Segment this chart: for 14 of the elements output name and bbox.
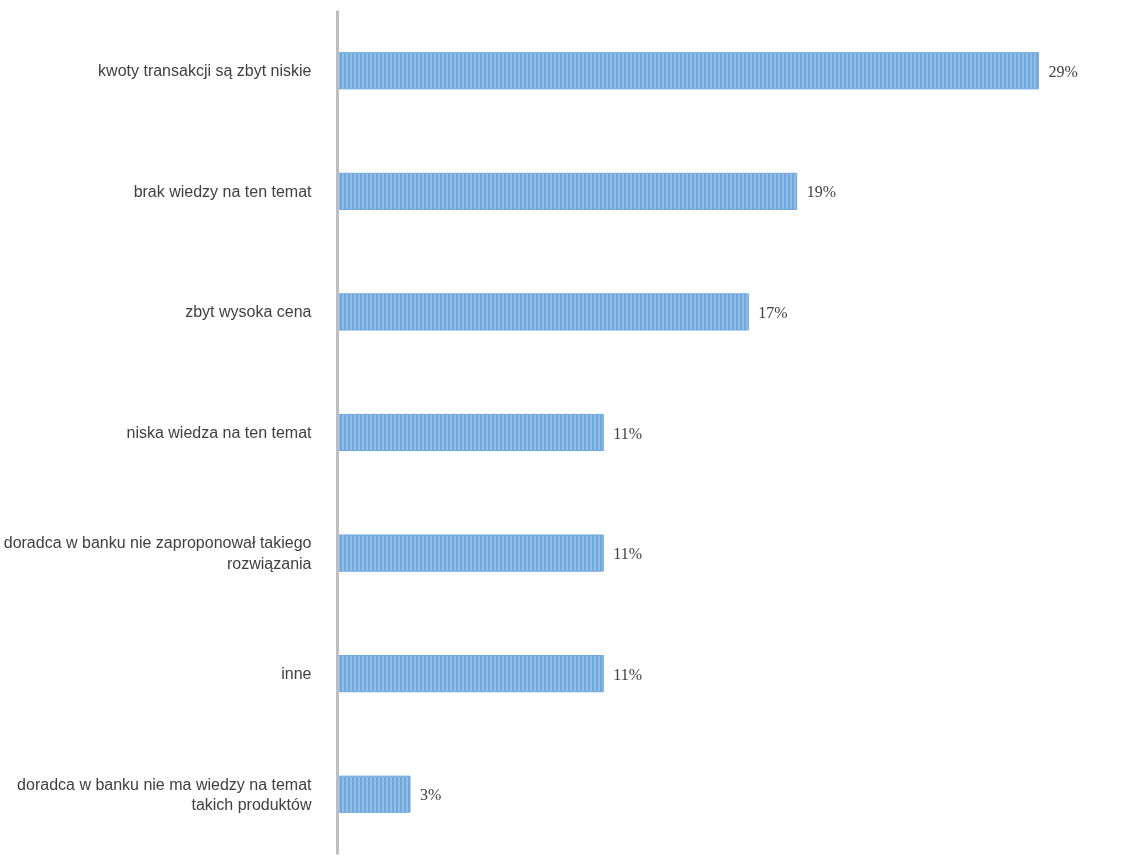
y-tick-label: inne — [281, 665, 312, 683]
y-tick-label: niska wiedza na ten temat — [126, 424, 313, 441]
data-label: 11% — [613, 545, 643, 563]
y-tick-label: brak wiedzy na ten temat — [133, 182, 313, 200]
y-tick-label: doradca w banku nie ma wiedzy na temat takich produktów — [17, 775, 313, 813]
data-label: 3% — [420, 786, 442, 804]
y-tick-label: zbyt wysoka cena — [185, 303, 312, 321]
data-label: 11% — [613, 665, 643, 683]
y-tick-label: doradca w banku nie zaproponował takiego rozwiązania — [3, 534, 312, 572]
data-label: 11% — [613, 424, 643, 442]
y-tick-label: kwoty transakcji są zbyt niskie — [98, 62, 312, 80]
data-label: 29% — [1048, 62, 1078, 80]
data-label: 17% — [758, 303, 788, 321]
data-label: 19% — [806, 183, 837, 201]
